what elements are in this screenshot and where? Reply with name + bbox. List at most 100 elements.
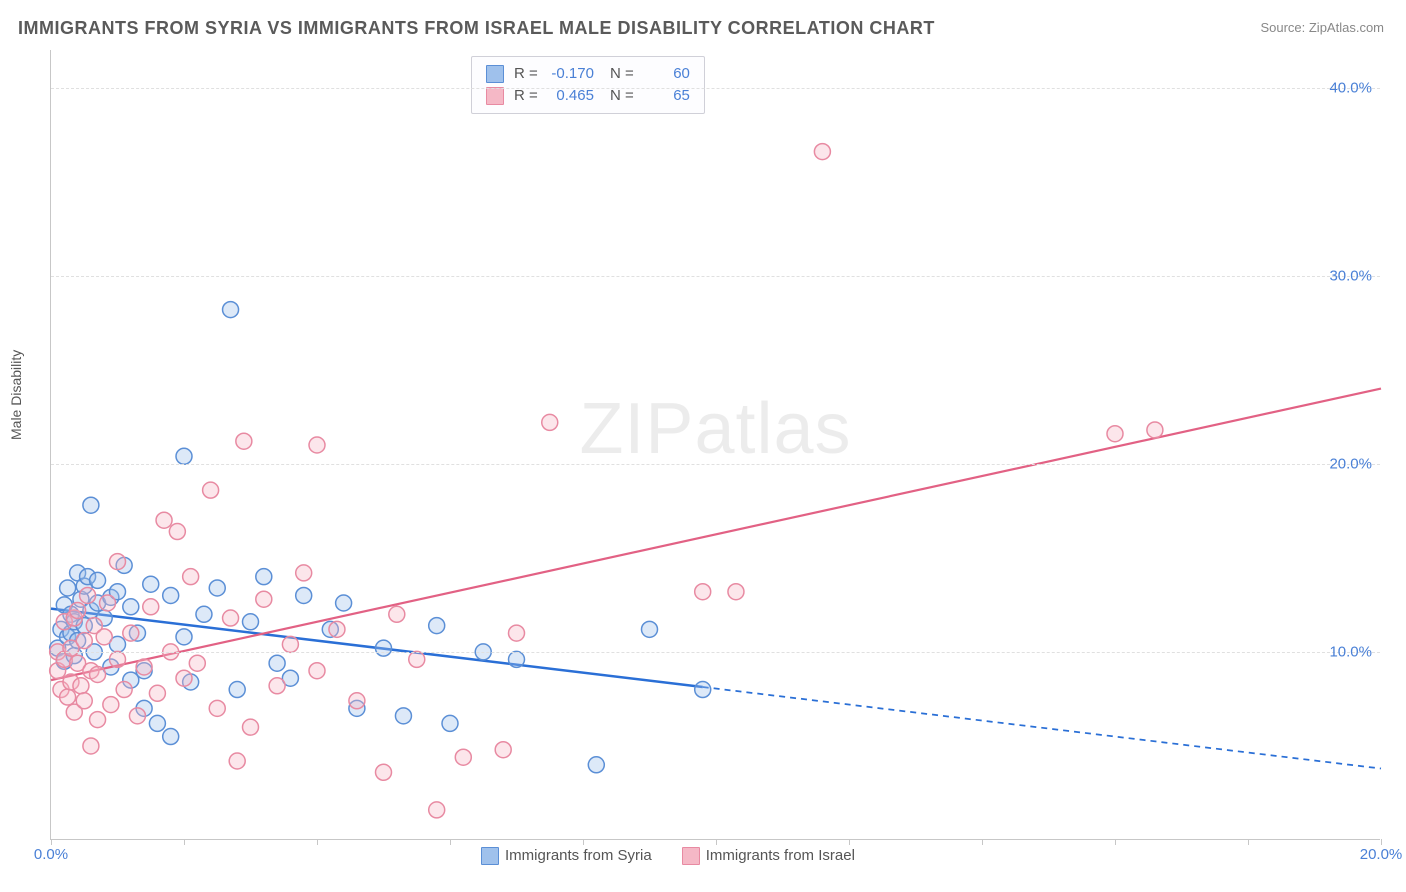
data-point	[209, 700, 225, 716]
data-point	[256, 569, 272, 585]
data-point	[203, 482, 219, 498]
gridline-h	[51, 464, 1380, 465]
y-tick-label: 30.0%	[1329, 267, 1372, 284]
data-point	[76, 693, 92, 709]
x-tick	[1115, 839, 1116, 845]
data-point	[395, 708, 411, 724]
data-point	[103, 697, 119, 713]
data-point	[90, 666, 106, 682]
data-point	[116, 682, 132, 698]
data-point	[83, 738, 99, 754]
data-point	[90, 712, 106, 728]
x-tick-label: 20.0%	[1360, 846, 1403, 863]
data-point	[296, 587, 312, 603]
y-tick-label: 20.0%	[1329, 455, 1372, 472]
data-point	[176, 448, 192, 464]
legend-series-item: Immigrants from Israel	[682, 847, 855, 865]
data-point	[542, 414, 558, 430]
data-point	[329, 621, 345, 637]
data-point	[442, 715, 458, 731]
data-point	[376, 640, 392, 656]
data-point	[163, 587, 179, 603]
data-point	[143, 576, 159, 592]
data-point	[76, 633, 92, 649]
data-point	[309, 663, 325, 679]
data-point	[296, 565, 312, 581]
data-point	[1107, 426, 1123, 442]
data-point	[269, 655, 285, 671]
data-point	[149, 685, 165, 701]
data-point	[695, 584, 711, 600]
data-point	[70, 603, 86, 619]
chart-title: IMMIGRANTS FROM SYRIA VS IMMIGRANTS FROM…	[18, 18, 935, 39]
data-point	[163, 729, 179, 745]
data-point	[100, 595, 116, 611]
data-point	[349, 693, 365, 709]
y-tick-label: 40.0%	[1329, 79, 1372, 96]
x-tick	[716, 839, 717, 845]
data-point	[429, 802, 445, 818]
data-point	[223, 302, 239, 318]
data-point	[728, 584, 744, 600]
data-point	[176, 670, 192, 686]
data-point	[509, 651, 525, 667]
x-tick	[450, 839, 451, 845]
data-point	[90, 572, 106, 588]
legend-series-label: Immigrants from Syria	[505, 847, 652, 864]
x-tick	[51, 839, 52, 845]
data-point	[256, 591, 272, 607]
trend-line-extrapolated	[703, 687, 1381, 769]
gridline-h	[51, 652, 1380, 653]
data-point	[169, 524, 185, 540]
data-point	[588, 757, 604, 773]
data-point	[183, 569, 199, 585]
data-point	[60, 580, 76, 596]
data-point	[376, 764, 392, 780]
data-point	[110, 554, 126, 570]
legend-swatch	[481, 847, 499, 865]
legend-series-item: Immigrants from Syria	[481, 847, 652, 865]
data-point	[189, 655, 205, 671]
data-point	[176, 629, 192, 645]
data-point	[695, 682, 711, 698]
data-point	[236, 433, 252, 449]
data-point	[309, 437, 325, 453]
data-point	[73, 678, 89, 694]
trend-line	[51, 389, 1381, 681]
legend-series: Immigrants from Syria Immigrants from Isr…	[481, 847, 855, 865]
chart-svg	[51, 50, 1380, 839]
data-point	[269, 678, 285, 694]
data-point	[136, 659, 152, 675]
data-point	[282, 636, 298, 652]
data-point	[110, 651, 126, 667]
data-point	[229, 682, 245, 698]
data-point	[409, 651, 425, 667]
data-point	[455, 749, 471, 765]
data-point	[243, 614, 259, 630]
x-tick-label: 0.0%	[34, 846, 68, 863]
legend-swatch	[682, 847, 700, 865]
data-point	[96, 629, 112, 645]
data-point	[60, 689, 76, 705]
x-tick	[849, 839, 850, 845]
data-point	[509, 625, 525, 641]
data-point	[123, 599, 139, 615]
data-point	[80, 587, 96, 603]
gridline-h	[51, 88, 1380, 89]
x-tick	[982, 839, 983, 845]
data-point	[389, 606, 405, 622]
data-point	[209, 580, 225, 596]
legend-series-label: Immigrants from Israel	[706, 847, 855, 864]
y-tick-label: 10.0%	[1329, 643, 1372, 660]
data-point	[495, 742, 511, 758]
y-axis-label: Male Disability	[8, 350, 24, 440]
data-point	[814, 144, 830, 160]
x-tick	[1248, 839, 1249, 845]
data-point	[229, 753, 245, 769]
data-point	[429, 618, 445, 634]
x-tick	[184, 839, 185, 845]
data-point	[83, 497, 99, 513]
x-tick	[1381, 839, 1382, 845]
data-point	[156, 512, 172, 528]
gridline-h	[51, 276, 1380, 277]
